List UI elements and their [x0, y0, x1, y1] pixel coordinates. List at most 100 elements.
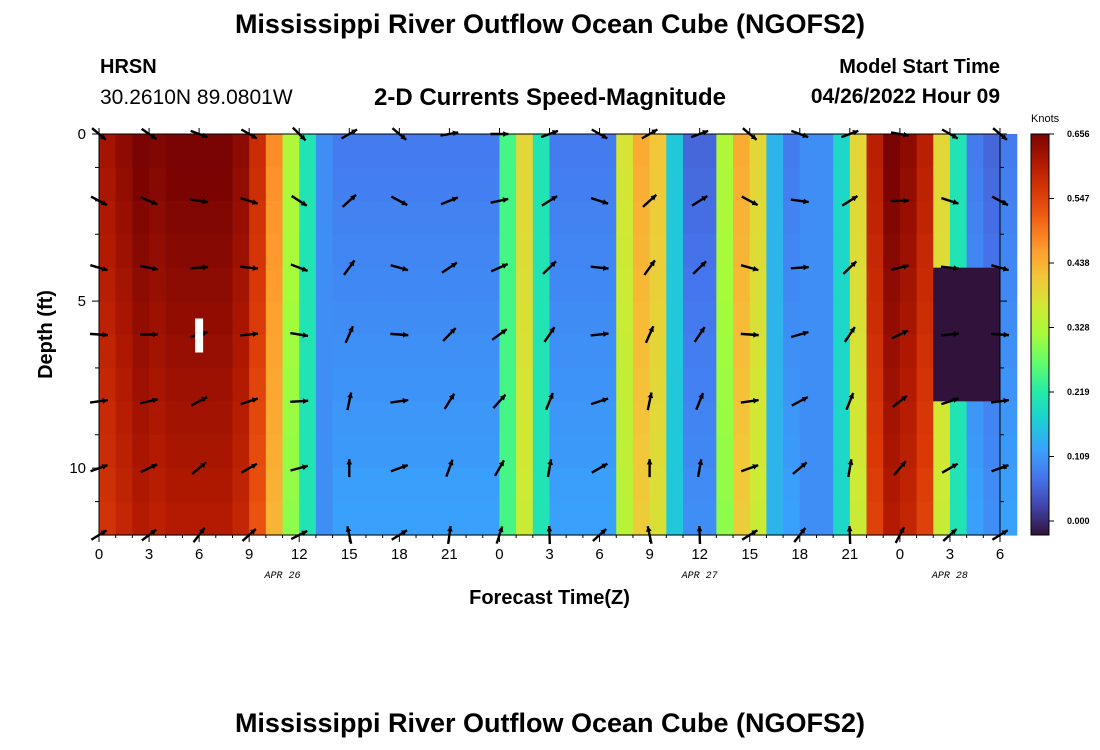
heatmap-cell	[549, 200, 567, 235]
heatmap-cell	[966, 200, 984, 235]
heatmap-cell	[466, 501, 484, 536]
heatmap-cell	[416, 234, 434, 269]
heatmap-cell	[149, 401, 167, 436]
current-vector-arrow	[290, 263, 309, 273]
heatmap-cell	[833, 301, 851, 336]
heatmap-cell	[933, 468, 951, 503]
heatmap-cell	[833, 434, 851, 469]
heatmap-cell	[482, 200, 501, 235]
heatmap-cell	[115, 334, 133, 369]
heatmap-cell	[983, 267, 1001, 302]
heatmap-cell	[382, 200, 400, 235]
heatmap-cell	[682, 267, 701, 302]
current-vector-arrow	[493, 459, 505, 477]
heatmap-cell	[866, 434, 884, 469]
heatmap-cell	[766, 234, 784, 269]
heatmap-cell	[132, 301, 150, 336]
heatmap-cell	[215, 401, 234, 436]
heatmap-cell	[566, 434, 584, 469]
heatmap-cell	[733, 434, 751, 469]
heatmap-cell	[899, 501, 918, 536]
heatmap-cell	[332, 267, 350, 302]
current-vector-arrow	[693, 326, 706, 343]
heatmap-cell	[215, 301, 234, 336]
heatmap-cell	[249, 167, 267, 202]
heatmap-cell	[933, 501, 951, 536]
heatmap-cell	[482, 301, 501, 336]
heatmap-cell	[916, 200, 934, 235]
heatmap-cell	[149, 301, 167, 336]
x-tick-label: 9	[645, 546, 653, 563]
heatmap-cell	[299, 468, 317, 503]
current-vector-arrow	[140, 463, 158, 474]
heatmap-cell	[449, 501, 467, 536]
heatmap-cell	[899, 267, 918, 302]
heatmap-cell	[733, 501, 751, 536]
heatmap-cell	[566, 334, 584, 369]
heatmap-cell	[799, 334, 818, 369]
heatmap-cell	[466, 367, 484, 402]
heatmap-cell	[933, 167, 951, 202]
current-vector-arrow	[341, 193, 357, 208]
heatmap-cell	[749, 134, 768, 169]
heatmap-cell	[416, 134, 434, 169]
heatmap-cell	[933, 401, 951, 436]
heatmap-cell	[566, 167, 584, 202]
heatmap-cell	[983, 301, 1001, 336]
heatmap-cell	[99, 334, 117, 369]
heatmap-cell	[132, 501, 150, 536]
current-vector-arrow	[344, 325, 355, 344]
heatmap-cell	[966, 434, 984, 469]
heatmap-cell	[449, 267, 467, 302]
heatmap-cell	[482, 434, 501, 469]
heatmap-cell	[649, 367, 667, 402]
heatmap-cell	[466, 134, 484, 169]
heatmap-cell	[449, 468, 467, 503]
heatmap-cell	[649, 334, 667, 369]
current-vector-arrow	[346, 459, 353, 478]
heatmap-cell	[816, 200, 834, 235]
x-axis: 0 3 6 9 12 15 18 21 0 3 6 9 12 15 18 21 0 3 6 APR 26 APR 27 A…	[95, 128, 1004, 582]
heatmap-cell	[549, 434, 567, 469]
heatmap-cell	[733, 200, 751, 235]
heatmap-cell	[199, 167, 217, 202]
heatmap-cell	[132, 267, 150, 302]
heatmap-cell	[299, 301, 317, 336]
current-vector-arrow	[291, 194, 308, 207]
heatmap-cell	[682, 200, 701, 235]
x-tick-label: 3	[545, 546, 553, 563]
heatmap-cell	[883, 167, 901, 202]
heatmap-cell	[949, 334, 968, 369]
heatmap-cell	[516, 367, 534, 402]
heatmap-cell	[649, 267, 667, 302]
heatmap-cell	[632, 468, 651, 503]
heatmap-cell	[332, 234, 350, 269]
heatmap-cell	[532, 501, 551, 536]
heatmap-cell	[299, 434, 317, 469]
heatmap-cell	[816, 167, 834, 202]
heatmap-cell	[349, 367, 367, 402]
heatmap-cell	[299, 167, 317, 202]
heatmap-cell	[449, 334, 467, 369]
current-vector-arrow	[543, 326, 556, 343]
heatmap-cell	[599, 200, 617, 235]
y-tick-label: 5	[78, 293, 86, 310]
heatmap-cell	[149, 334, 167, 369]
heatmap-cell	[916, 167, 934, 202]
heatmap-cell	[132, 334, 150, 369]
current-vector-arrow	[442, 327, 457, 342]
heatmap-cell	[599, 501, 617, 536]
heatmap-cell	[349, 334, 367, 369]
heatmap-cell	[883, 401, 901, 436]
heatmap-cell	[616, 434, 634, 469]
heatmap-cell	[816, 434, 834, 469]
colorbar-tick-label: 0.109	[1067, 452, 1090, 462]
heatmap-cell	[783, 334, 801, 369]
heatmap-cell	[733, 367, 751, 402]
current-vector-arrow	[590, 265, 609, 271]
heatmap-cell	[265, 167, 284, 202]
heatmap-cell	[416, 167, 434, 202]
heatmap-cell	[315, 401, 334, 436]
heatmap-cell	[399, 468, 417, 503]
heatmap-cell	[899, 234, 918, 269]
